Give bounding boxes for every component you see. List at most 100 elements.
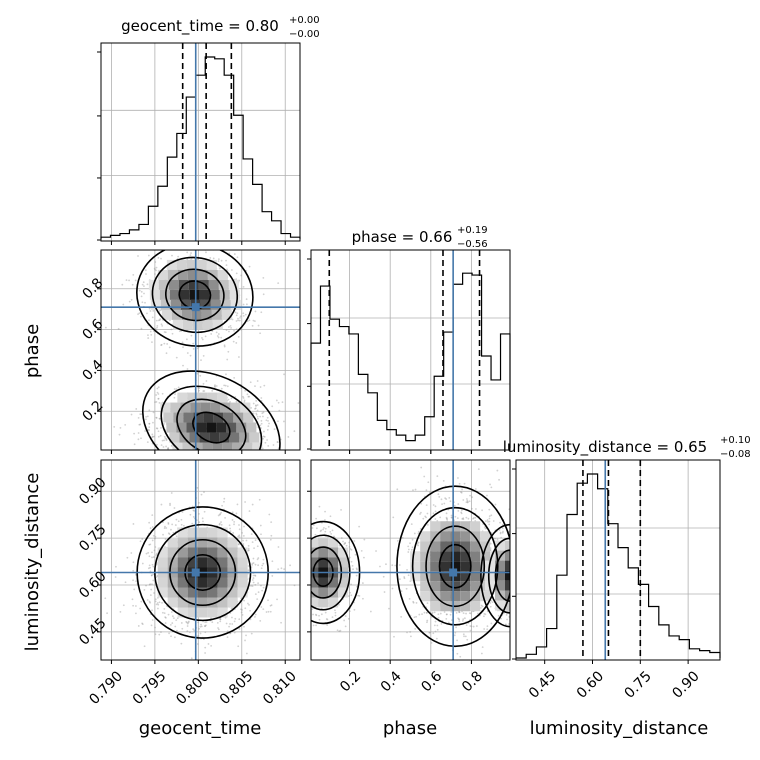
sample-point [466, 501, 469, 504]
sample-point [463, 635, 465, 638]
sample-point [238, 534, 241, 537]
sample-point [512, 539, 514, 541]
sample-point [151, 341, 153, 344]
sample-point [237, 319, 240, 322]
sample-point [491, 601, 494, 604]
sample-point [251, 480, 253, 482]
sample-point [151, 563, 154, 566]
sample-point [363, 556, 365, 559]
joint-geocent_time-phase-frame [100, 249, 301, 451]
sample-point [223, 344, 226, 347]
sample-point [164, 616, 167, 619]
sample-point [165, 438, 168, 440]
sample-point [260, 419, 263, 422]
sample-point [453, 504, 456, 507]
sample-point [219, 480, 221, 482]
sample-point [308, 562, 310, 564]
sample-point [488, 523, 491, 526]
sample-point [497, 614, 500, 617]
sample-point [242, 395, 244, 398]
sample-point [297, 568, 299, 570]
sample-point [411, 546, 414, 549]
sample-point [276, 441, 279, 444]
sample-point [198, 389, 200, 392]
sample-point [426, 512, 429, 515]
density-cell [208, 279, 219, 290]
sample-point [247, 565, 250, 567]
density-cell [228, 279, 239, 290]
sample-point [306, 530, 308, 532]
sample-point [140, 437, 142, 440]
sample-point [166, 235, 168, 237]
sample-point [471, 496, 474, 499]
sample-point [223, 454, 225, 456]
density-cell [197, 607, 208, 618]
sample-point [251, 562, 254, 565]
sample-point [164, 525, 166, 528]
sample-point [291, 567, 293, 569]
sample-point [282, 420, 285, 423]
sample-point [191, 457, 193, 459]
sample-point [520, 572, 522, 574]
sample-point [413, 532, 416, 535]
density-cell [195, 453, 205, 463]
sample-point [490, 599, 493, 602]
sample-point [245, 652, 248, 655]
sample-point [223, 384, 226, 387]
sample-point [185, 458, 187, 460]
sample-point [181, 627, 184, 630]
sample-point [169, 452, 171, 454]
sample-point [257, 582, 260, 585]
sample-point [245, 467, 247, 469]
sample-point [242, 534, 245, 537]
sample-point [185, 246, 187, 248]
sample-point [255, 413, 258, 416]
sample-point [163, 331, 166, 333]
density-cell [220, 299, 231, 310]
density-cell [167, 537, 178, 548]
sample-point [396, 539, 399, 542]
density-cell [213, 412, 224, 423]
sample-point [174, 636, 176, 639]
sample-point [140, 327, 143, 330]
density-cell [177, 557, 188, 568]
sample-point [187, 620, 190, 623]
sample-point [232, 340, 235, 343]
sample-point [175, 356, 178, 359]
density-cell [201, 309, 212, 320]
sample-point [226, 358, 229, 361]
sample-point [250, 407, 252, 409]
sample-point [190, 657, 193, 660]
sample-point [298, 569, 300, 571]
sample-point [428, 631, 431, 634]
sample-point [408, 597, 411, 600]
sample-point [236, 312, 239, 315]
sample-point [331, 529, 334, 532]
sample-point [301, 468, 303, 470]
sample-point [151, 514, 154, 517]
sample-point [163, 435, 166, 438]
sample-point [231, 511, 234, 514]
sample-point [241, 613, 244, 616]
sample-point [210, 333, 213, 335]
sample-point [301, 595, 303, 597]
sample-point [303, 569, 305, 571]
sample-point [259, 332, 262, 335]
density-cell [166, 259, 177, 270]
sample-point [173, 396, 176, 399]
sample-point [149, 601, 152, 604]
sample-point [301, 545, 303, 547]
density-cell [160, 299, 171, 310]
sample-point [499, 531, 502, 534]
sample-point [264, 456, 266, 458]
density-cell [166, 422, 177, 433]
sample-point [306, 592, 308, 594]
sample-point [192, 342, 195, 345]
sample-point [245, 298, 248, 301]
sample-point [254, 539, 257, 542]
sample-point [230, 397, 233, 400]
sample-point [272, 454, 274, 456]
density-cell [212, 319, 223, 330]
sample-point [456, 639, 458, 642]
